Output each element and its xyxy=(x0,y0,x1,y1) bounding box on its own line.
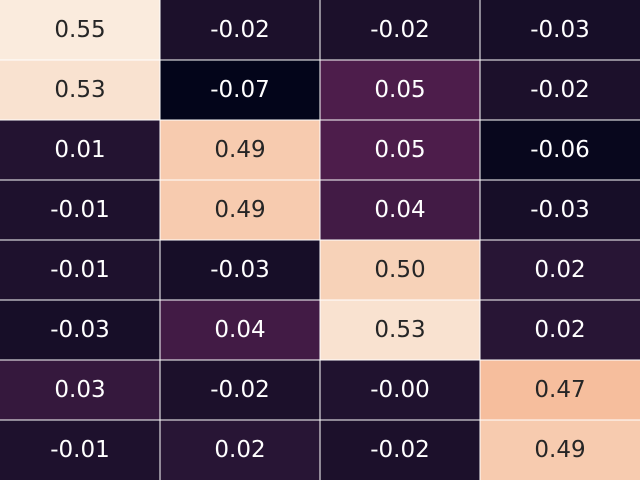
heatmap-cell-r7-c2 xyxy=(320,420,480,480)
heatmap-cell-r3-c1 xyxy=(160,180,320,240)
heatmap-cell-label-r6-c2: -0.00 xyxy=(370,377,430,403)
heatmap-cell-label-r5-c2: 0.53 xyxy=(374,317,425,343)
heatmap-cell-label-r6-c1: -0.02 xyxy=(210,377,270,403)
heatmap-cell-label-r6-c3: 0.47 xyxy=(534,377,585,403)
heatmap-cell-label-r0-c3: -0.03 xyxy=(530,17,590,43)
heatmap-cell-label-r1-c0: 0.53 xyxy=(54,77,105,103)
heatmap-cell-label-r2-c0: 0.01 xyxy=(54,137,105,163)
heatmap-cell-label-r1-c3: -0.02 xyxy=(530,77,590,103)
heatmap-cell-label-r3-c3: -0.03 xyxy=(530,197,590,223)
heatmap-cell-r6-c3 xyxy=(480,360,640,420)
heatmap-cell-label-r4-c2: 0.50 xyxy=(374,257,425,283)
heatmap-cell-r1-c3 xyxy=(480,60,640,120)
heatmap-cell-label-r5-c0: -0.03 xyxy=(50,317,110,343)
heatmap-cell-r1-c2 xyxy=(320,60,480,120)
heatmap-cell-r2-c3 xyxy=(480,120,640,180)
heatmap-cell-r1-c0 xyxy=(0,60,160,120)
heatmap-cell-r4-c2 xyxy=(320,240,480,300)
heatmap-cell-label-r0-c1: -0.02 xyxy=(210,17,270,43)
heatmap-cell-r7-c1 xyxy=(160,420,320,480)
heatmap-cell-r2-c2 xyxy=(320,120,480,180)
heatmap-cell-label-r0-c2: -0.02 xyxy=(370,17,430,43)
heatmap-cell-label-r4-c3: 0.02 xyxy=(534,257,585,283)
heatmap-cell-label-r1-c2: 0.05 xyxy=(374,77,425,103)
heatmap-cell-r5-c1 xyxy=(160,300,320,360)
heatmap-cell-label-r4-c0: -0.01 xyxy=(50,257,110,283)
heatmap-cell-r3-c0 xyxy=(0,180,160,240)
heatmap-cell-label-r1-c1: -0.07 xyxy=(210,77,270,103)
heatmap-cell-label-r3-c2: 0.04 xyxy=(374,197,425,223)
heatmap-cell-label-r0-c0: 0.55 xyxy=(54,17,105,43)
heatmap-cell-label-r3-c1: 0.49 xyxy=(214,197,265,223)
heatmap-cell-r5-c0 xyxy=(0,300,160,360)
heatmap-cell-label-r2-c2: 0.05 xyxy=(374,137,425,163)
heatmap-cell-r5-c3 xyxy=(480,300,640,360)
heatmap-cell-r4-c0 xyxy=(0,240,160,300)
heatmap-cell-r3-c2 xyxy=(320,180,480,240)
heatmap-cell-label-r2-c1: 0.49 xyxy=(214,137,265,163)
heatmap-cell-label-r6-c0: 0.03 xyxy=(54,377,105,403)
heatmap-cell-label-r7-c3: 0.49 xyxy=(534,437,585,463)
heatmap-cell-r5-c2 xyxy=(320,300,480,360)
heatmap-cell-r3-c3 xyxy=(480,180,640,240)
heatmap-cell-r1-c1 xyxy=(160,60,320,120)
heatmap-cell-r6-c1 xyxy=(160,360,320,420)
heatmap-cell-r0-c3 xyxy=(480,0,640,60)
heatmap-cell-label-r5-c3: 0.02 xyxy=(534,317,585,343)
heatmap-cell-label-r2-c3: -0.06 xyxy=(530,137,590,163)
heatmap-cell-label-r7-c0: -0.01 xyxy=(50,437,110,463)
heatmap-cell-r7-c0 xyxy=(0,420,160,480)
heatmap-annotations: 0.55 -0.02 -0.02 -0.03 0.53 -0.07 0.05 -0.02 0.0… xyxy=(50,17,590,463)
heatmap-cell-r2-c1 xyxy=(160,120,320,180)
heatmap-cell-r0-c2 xyxy=(320,0,480,60)
heatmap-cell-r7-c3 xyxy=(480,420,640,480)
heatmap-cell-label-r4-c1: -0.03 xyxy=(210,257,270,283)
heatmap-cell-r6-c0 xyxy=(0,360,160,420)
heatmap-cell-r4-c1 xyxy=(160,240,320,300)
heatmap-cell-label-r5-c1: 0.04 xyxy=(214,317,265,343)
heatmap-cell-label-r3-c0: -0.01 xyxy=(50,197,110,223)
heatmap-cell-label-r7-c2: -0.02 xyxy=(370,437,430,463)
heatmap-cell-r6-c2 xyxy=(320,360,480,420)
heatmap-cell-label-r7-c1: 0.02 xyxy=(214,437,265,463)
heatmap-cell-r0-c1 xyxy=(160,0,320,60)
heatmap-cell-r0-c0 xyxy=(0,0,160,60)
heatmap-cell-r2-c0 xyxy=(0,120,160,180)
heatmap-cell-r4-c3 xyxy=(480,240,640,300)
